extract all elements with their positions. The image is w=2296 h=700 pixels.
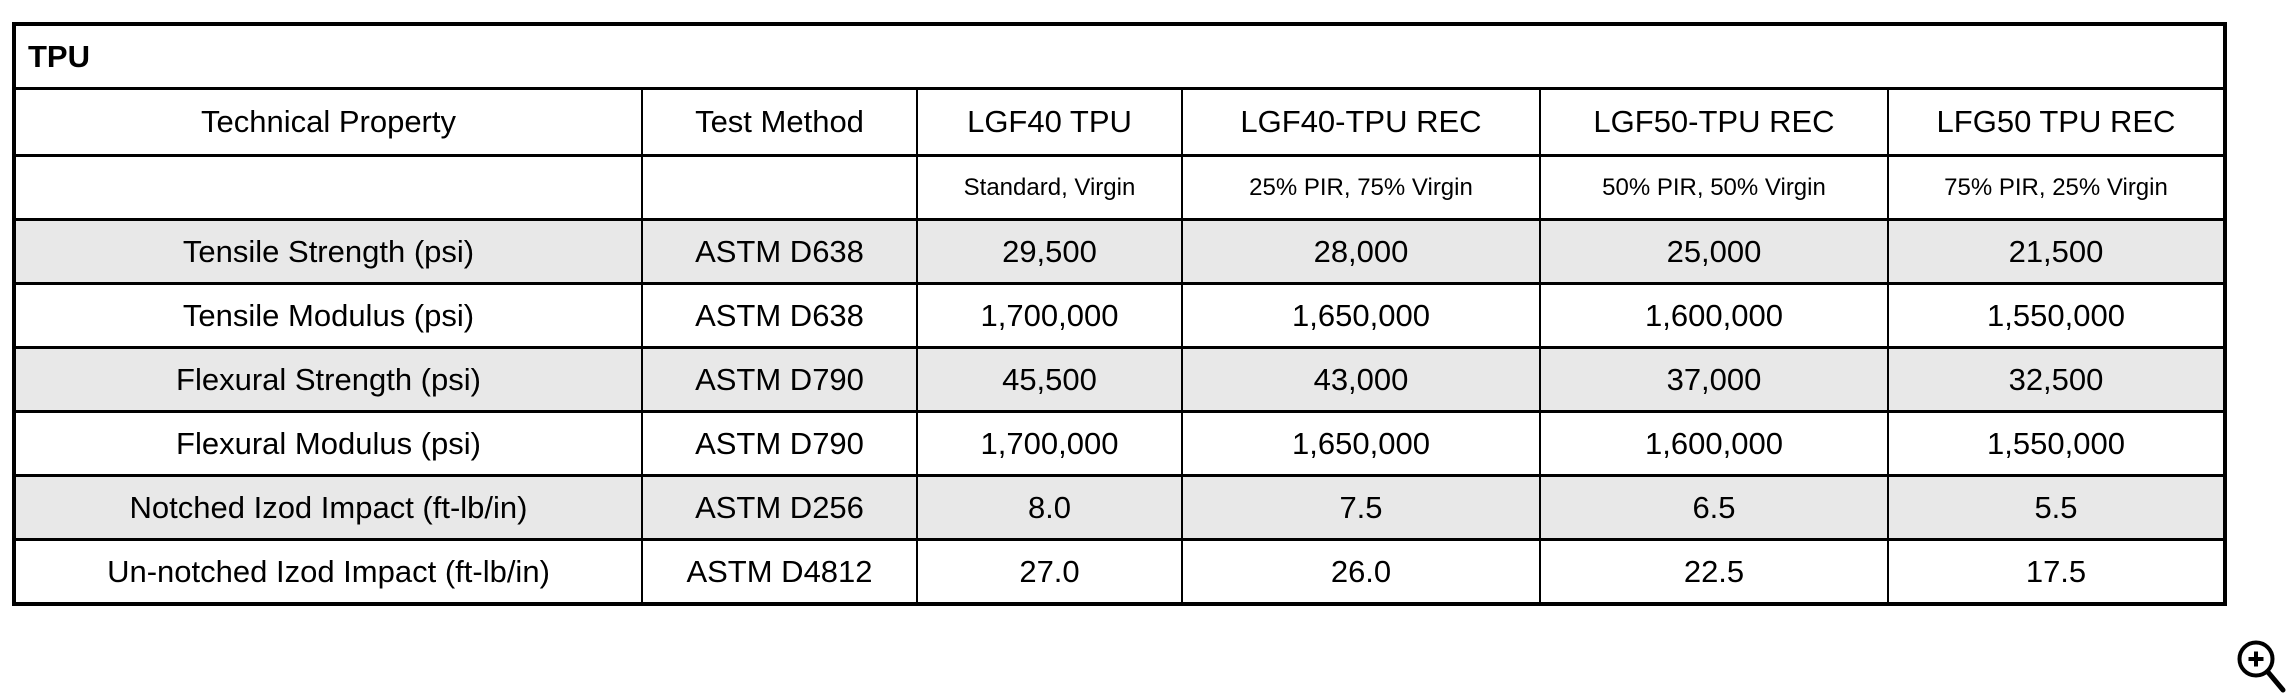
- value-cell: 1,700,000: [916, 410, 1183, 477]
- property-cell: Tensile Strength (psi): [13, 218, 643, 285]
- table-row: Tensile Modulus (psi) ASTM D638 1,700,00…: [13, 282, 2226, 349]
- value-cell: 21,500: [1887, 218, 2226, 285]
- table-row: Un-notched Izod Impact (ft-lb/in) ASTM D…: [13, 538, 2226, 606]
- table-subheader-row: Standard, Virgin 25% PIR, 75% Virgin 50%…: [13, 154, 2226, 221]
- value-cell: 1,550,000: [1887, 410, 2226, 477]
- test-method-cell: ASTM D4812: [641, 538, 918, 606]
- zoom-in-icon[interactable]: [2226, 634, 2292, 700]
- table-title-row: TPU: [13, 22, 2226, 90]
- value-cell: 1,600,000: [1539, 410, 1889, 477]
- column-header-lgf50-tpu-rec: LGF50-TPU REC: [1539, 87, 1889, 157]
- subheader-25pir: 25% PIR, 75% Virgin: [1181, 154, 1541, 221]
- value-cell: 1,550,000: [1887, 282, 2226, 349]
- test-method-cell: ASTM D638: [641, 282, 918, 349]
- value-cell: 1,650,000: [1181, 410, 1541, 477]
- value-cell: 8.0: [916, 474, 1183, 541]
- test-method-cell: ASTM D256: [641, 474, 918, 541]
- value-cell: 1,650,000: [1181, 282, 1541, 349]
- value-cell: 32,500: [1887, 346, 2226, 413]
- value-cell: 45,500: [916, 346, 1183, 413]
- value-cell: 5.5: [1887, 474, 2226, 541]
- tpu-spec-sheet: TPU Technical Property Test Method LGF40…: [12, 22, 2227, 606]
- value-cell: 26.0: [1181, 538, 1541, 606]
- property-cell: Flexural Modulus (psi): [13, 410, 643, 477]
- value-cell: 17.5: [1887, 538, 2226, 606]
- value-cell: 25,000: [1539, 218, 1889, 285]
- value-cell: 28,000: [1181, 218, 1541, 285]
- test-method-cell: ASTM D790: [641, 410, 918, 477]
- column-header-lfg50-tpu-rec: LFG50 TPU REC: [1887, 87, 2226, 157]
- value-cell: 6.5: [1539, 474, 1889, 541]
- property-cell: Flexural Strength (psi): [13, 346, 643, 413]
- table-row: Flexural Strength (psi) ASTM D790 45,500…: [13, 346, 2226, 413]
- subheader-empty: [641, 154, 918, 221]
- value-cell: 7.5: [1181, 474, 1541, 541]
- property-cell: Un-notched Izod Impact (ft-lb/in): [13, 538, 643, 606]
- table-row: Flexural Modulus (psi) ASTM D790 1,700,0…: [13, 410, 2226, 477]
- column-header-lgf40-tpu: LGF40 TPU: [916, 87, 1183, 157]
- tpu-properties-table: TPU Technical Property Test Method LGF40…: [12, 22, 2227, 606]
- value-cell: 29,500: [916, 218, 1183, 285]
- subheader-50pir: 50% PIR, 50% Virgin: [1539, 154, 1889, 221]
- test-method-cell: ASTM D790: [641, 346, 918, 413]
- value-cell: 27.0: [916, 538, 1183, 606]
- value-cell: 1,700,000: [916, 282, 1183, 349]
- table-row: Notched Izod Impact (ft-lb/in) ASTM D256…: [13, 474, 2226, 541]
- table-title: TPU: [13, 22, 2226, 90]
- column-header-test-method: Test Method: [641, 87, 918, 157]
- property-cell: Tensile Modulus (psi): [13, 282, 643, 349]
- table-row: Tensile Strength (psi) ASTM D638 29,500 …: [13, 218, 2226, 285]
- property-cell: Notched Izod Impact (ft-lb/in): [13, 474, 643, 541]
- value-cell: 43,000: [1181, 346, 1541, 413]
- test-method-cell: ASTM D638: [641, 218, 918, 285]
- subheader-standard-virgin: Standard, Virgin: [916, 154, 1183, 221]
- table-header-row: Technical Property Test Method LGF40 TPU…: [13, 87, 2226, 157]
- subheader-empty: [13, 154, 643, 221]
- value-cell: 1,600,000: [1539, 282, 1889, 349]
- column-header-lgf40-tpu-rec: LGF40-TPU REC: [1181, 87, 1541, 157]
- value-cell: 22.5: [1539, 538, 1889, 606]
- value-cell: 37,000: [1539, 346, 1889, 413]
- column-header-technical-property: Technical Property: [13, 87, 643, 157]
- subheader-75pir: 75% PIR, 25% Virgin: [1887, 154, 2226, 221]
